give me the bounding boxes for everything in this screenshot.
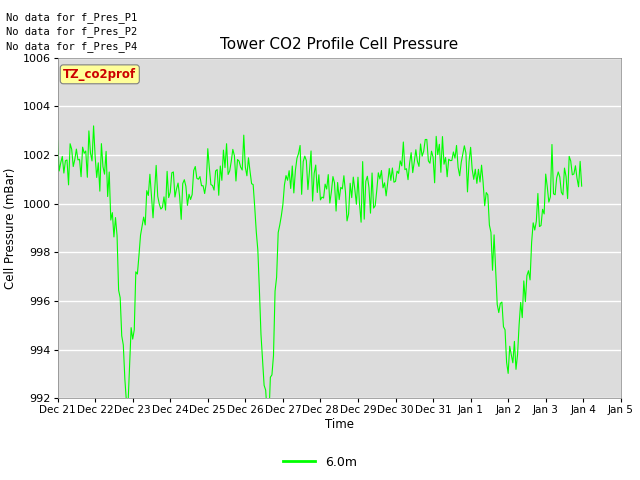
Title: Tower CO2 Profile Cell Pressure: Tower CO2 Profile Cell Pressure — [220, 37, 458, 52]
Text: TZ_co2prof: TZ_co2prof — [63, 68, 136, 81]
Text: No data for f_Pres_P2: No data for f_Pres_P2 — [6, 26, 138, 37]
Text: No data for f_Pres_P4: No data for f_Pres_P4 — [6, 41, 138, 52]
Legend: 6.0m: 6.0m — [278, 451, 362, 474]
Y-axis label: Cell Pressure (mBar): Cell Pressure (mBar) — [4, 168, 17, 288]
X-axis label: Time: Time — [324, 418, 354, 431]
Text: No data for f_Pres_P1: No data for f_Pres_P1 — [6, 12, 138, 23]
